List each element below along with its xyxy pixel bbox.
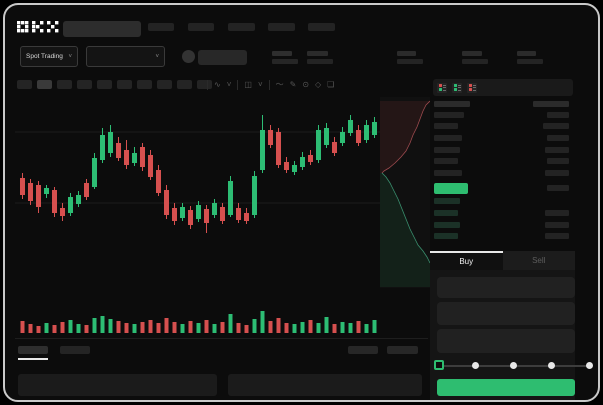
avatar[interactable] (182, 50, 195, 63)
search-input[interactable] (63, 21, 141, 37)
pair-dropdown[interactable]: ˅ (86, 46, 165, 67)
order-input[interactable] (437, 329, 575, 353)
nav-item[interactable] (308, 23, 335, 31)
chevron-down-icon: ˅ (68, 53, 72, 60)
timeframe-button[interactable] (197, 80, 212, 89)
timeframe-buttons (17, 80, 212, 89)
slider-mark[interactable] (585, 362, 593, 369)
depth-chart (380, 97, 430, 288)
candlestick-chart[interactable] (15, 95, 380, 290)
stat-value (517, 59, 543, 64)
bid-price (434, 198, 460, 204)
compare-icon[interactable]: ◇ (315, 80, 322, 89)
table-row (18, 374, 217, 396)
ask-price (434, 123, 458, 129)
tab-sell[interactable]: Sell (532, 256, 546, 265)
nav-item[interactable] (228, 23, 255, 31)
book-bids-icon[interactable] (452, 82, 462, 93)
bid-price (434, 233, 458, 239)
timeframe-button[interactable] (157, 80, 172, 89)
nav-item[interactable] (188, 23, 214, 31)
balance-placeholder (272, 59, 298, 64)
account-button[interactable] (198, 50, 247, 65)
nav-item[interactable] (268, 23, 295, 31)
camera-icon[interactable]: ⊙ (302, 80, 310, 89)
line-style-icon[interactable]: 〜 (275, 80, 284, 89)
timeframe-button[interactable] (57, 80, 72, 89)
ask-price (434, 135, 462, 141)
slider-mark[interactable] (471, 362, 479, 369)
stat-label (307, 51, 328, 56)
slider-mark[interactable] (547, 362, 555, 369)
active-tab-underline (18, 358, 48, 360)
ask-amount (547, 135, 569, 141)
stat-value (462, 59, 488, 64)
timeframe-button[interactable] (137, 80, 152, 89)
chart-type-icon[interactable]: ∿ (214, 80, 221, 89)
bid-price (434, 210, 458, 216)
ask-amount (543, 123, 569, 129)
market-type-dropdown[interactable]: Spot Trading ˅ (20, 46, 78, 67)
bid-price (434, 222, 460, 228)
ask-amount (545, 170, 569, 176)
bottom-tab[interactable] (18, 346, 48, 354)
book-both-icon[interactable] (437, 82, 447, 93)
last-price-badge (434, 183, 468, 194)
stat-label (397, 51, 416, 56)
bid-amount (545, 222, 569, 228)
timeframe-button[interactable] (37, 80, 52, 89)
stat-value (307, 59, 333, 64)
divider (268, 79, 270, 90)
chevron-down-icon[interactable]: ˅ (226, 80, 232, 89)
ask-amount (547, 158, 569, 164)
volume-bars (20, 311, 377, 333)
column-header (533, 101, 569, 107)
bottom-tab[interactable] (348, 346, 378, 354)
chevron-down-icon: ˅ (155, 53, 159, 60)
market-type-label: Spot Trading (26, 53, 63, 60)
chart-tool-icons: ∿ ˅ ◫ ˅ 〜 ✎ ⊙ ◇ ❏ (207, 78, 334, 91)
book-asks-icon[interactable] (467, 82, 477, 93)
timeframe-button[interactable] (97, 80, 112, 89)
chevron-down-icon[interactable]: ˅ (257, 80, 263, 89)
bid-amount (545, 233, 569, 239)
orderbook-view-toggle (433, 79, 573, 96)
stat-label (517, 51, 536, 56)
bottom-tab[interactable] (387, 346, 418, 354)
ask-price (434, 158, 458, 164)
stat-value (397, 59, 423, 64)
order-input[interactable] (437, 277, 575, 298)
ask-price (434, 147, 460, 153)
column-header (434, 101, 470, 107)
order-input[interactable] (437, 302, 575, 325)
divider (15, 338, 428, 339)
trade-tabs: Buy Sell (430, 251, 575, 270)
timeframe-button[interactable] (17, 80, 32, 89)
ask-amount (547, 112, 569, 118)
buy-submit-button[interactable] (437, 379, 575, 396)
last-price-amount (547, 185, 569, 191)
nav-item[interactable] (148, 23, 174, 31)
ask-price (434, 170, 462, 176)
divider (237, 79, 239, 90)
table-row (228, 374, 422, 396)
balance-placeholder (272, 51, 292, 56)
fullscreen-icon[interactable]: ❏ (327, 80, 335, 89)
okx-logo (17, 21, 59, 33)
timeframe-button[interactable] (117, 80, 132, 89)
slider-handle[interactable] (434, 360, 444, 370)
ask-amount (545, 147, 569, 153)
tab-buy[interactable]: Buy (430, 251, 503, 270)
divider (207, 79, 208, 90)
indicator-icon[interactable]: ◫ (244, 80, 252, 89)
stat-label (462, 51, 482, 56)
ask-price (434, 112, 464, 118)
timeframe-button[interactable] (77, 80, 92, 89)
draw-icon[interactable]: ✎ (289, 80, 297, 89)
timeframe-button[interactable] (177, 80, 192, 89)
slider-mark[interactable] (509, 362, 517, 369)
bid-amount (545, 210, 569, 216)
bottom-tab[interactable] (60, 346, 90, 354)
